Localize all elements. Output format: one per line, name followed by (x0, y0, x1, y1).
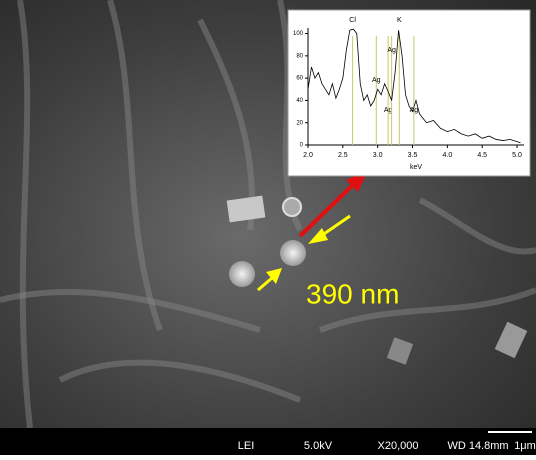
y-tick-label: 40 (296, 98, 303, 104)
x-tick-label: 5.0 (512, 152, 522, 159)
x-tick-label: 3.5 (408, 152, 418, 159)
y-tick-label: 80 (296, 53, 303, 59)
peak-label: Cl (349, 17, 356, 24)
info-text: X20,000 (378, 440, 419, 452)
y-tick-label: 20 (296, 120, 303, 126)
x-tick-label: 4.0 (442, 152, 452, 159)
info-text: 1μm (514, 440, 536, 452)
size-label: 390 nm (306, 278, 399, 309)
peak-label: Ag (387, 47, 396, 54)
info-text: 5.0kV (304, 440, 333, 452)
x-tick-label: 2.5 (338, 152, 348, 159)
peak-label: Ag (372, 77, 381, 84)
peak-label: K (397, 17, 402, 24)
y-tick-label: 60 (296, 76, 303, 82)
sem-figure: 390 nm LEI5.0kVX20,000WD 14.8mm1μm 02040… (0, 0, 536, 455)
info-text: WD 14.8mm (447, 440, 508, 452)
x-tick-label: 4.5 (477, 152, 487, 159)
x-tick-label: 3.0 (373, 152, 383, 159)
y-tick-label: 100 (293, 31, 304, 37)
x-tick-label: 2.0 (303, 152, 313, 159)
x-axis-label: keV (410, 164, 422, 171)
info-text: LEI (238, 440, 255, 452)
